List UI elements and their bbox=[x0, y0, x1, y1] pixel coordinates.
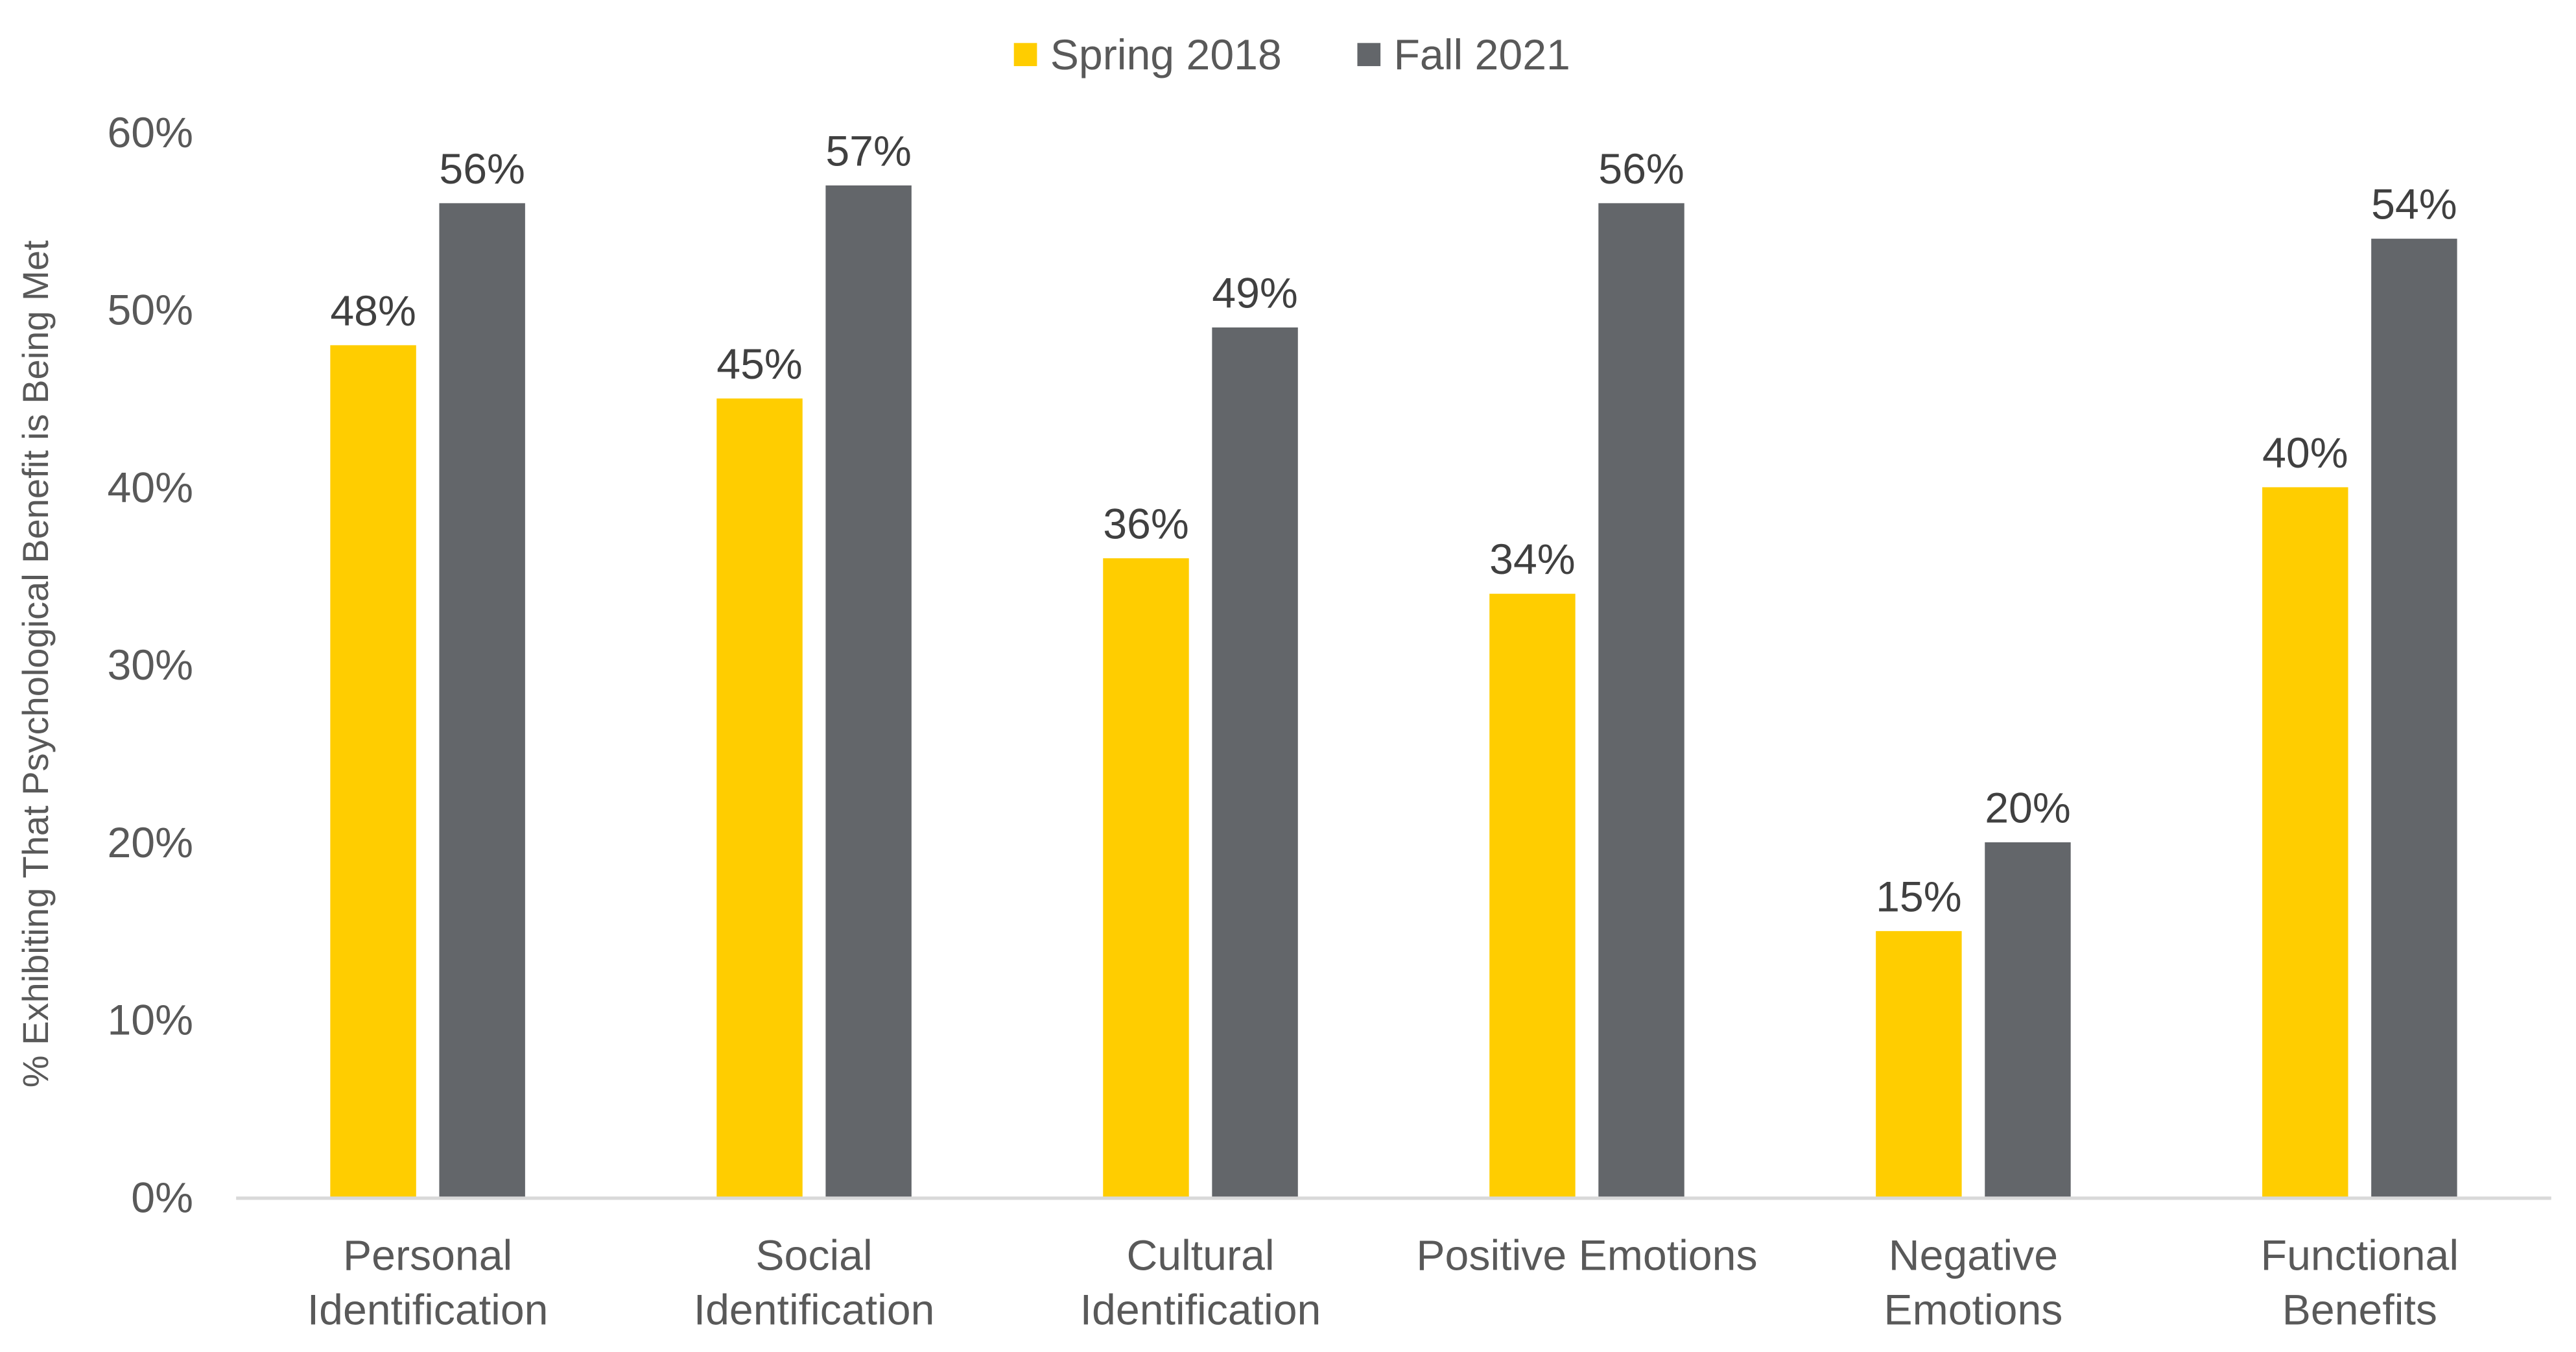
data-label: 34% bbox=[1489, 536, 1576, 584]
data-label: 48% bbox=[330, 287, 416, 335]
data-label: 56% bbox=[1598, 145, 1684, 193]
data-label: 15% bbox=[1876, 873, 1962, 921]
x-tick-label: Positive Emotions bbox=[1416, 1232, 1757, 1280]
legend-swatch bbox=[1013, 43, 1037, 66]
legend: Spring 2018 Fall 2021 bbox=[1013, 31, 1570, 79]
bar-spring-2018 bbox=[330, 345, 416, 1198]
data-label: 36% bbox=[1103, 500, 1189, 548]
y-axis-title: % Exhibiting That Psychological Benefit … bbox=[15, 240, 56, 1087]
x-tick-label: Identification bbox=[307, 1287, 549, 1334]
y-axis-ticks: 0% 10% 20% 30% 40% 50% 60% bbox=[107, 109, 193, 1222]
bar-spring-2018 bbox=[1489, 593, 1576, 1198]
legend-swatch bbox=[1357, 43, 1381, 66]
bars: 48% 56% 45% 57% 36% 49% 34% 56% 15% 20% 40% 54% bbox=[330, 127, 2457, 1198]
x-tick-label: Identification bbox=[1080, 1287, 1321, 1334]
x-tick-label: Personal bbox=[343, 1232, 512, 1280]
x-tick-label: Benefits bbox=[2282, 1287, 2437, 1334]
bar-fall-2021 bbox=[2371, 239, 2457, 1198]
data-label: 49% bbox=[1212, 269, 1298, 317]
x-tick-label: Cultural bbox=[1126, 1232, 1274, 1280]
bar-fall-2021 bbox=[1598, 203, 1684, 1198]
data-label: 56% bbox=[439, 145, 525, 193]
y-tick-label: 10% bbox=[107, 997, 193, 1045]
x-axis-labels: Personal Identification Social Identificati… bbox=[307, 1232, 2459, 1334]
legend-label: Fall 2021 bbox=[1393, 31, 1570, 79]
y-tick-label: 50% bbox=[107, 287, 193, 335]
bar-fall-2021 bbox=[439, 203, 525, 1198]
data-label: 57% bbox=[825, 127, 912, 175]
data-label: 54% bbox=[2371, 181, 2457, 229]
x-tick-label: Emotions bbox=[1884, 1287, 2062, 1334]
bar-fall-2021 bbox=[825, 185, 912, 1198]
bar-spring-2018 bbox=[2262, 487, 2348, 1198]
x-tick-label: Functional bbox=[2261, 1232, 2459, 1280]
x-tick-label: Identification bbox=[694, 1287, 935, 1334]
y-tick-label: 60% bbox=[107, 109, 193, 157]
legend-label: Spring 2018 bbox=[1050, 31, 1282, 79]
y-tick-label: 30% bbox=[107, 641, 193, 689]
data-label: 45% bbox=[716, 340, 803, 388]
bar-fall-2021 bbox=[1212, 327, 1298, 1198]
x-tick-label: Negative bbox=[1889, 1232, 2058, 1280]
data-label: 20% bbox=[1985, 784, 2071, 832]
y-tick-label: 20% bbox=[107, 819, 193, 867]
bar-spring-2018 bbox=[716, 398, 803, 1198]
bar-spring-2018 bbox=[1876, 931, 1962, 1198]
bar-fall-2021 bbox=[1985, 842, 2071, 1198]
y-tick-label: 0% bbox=[131, 1174, 193, 1222]
x-tick-label: Social bbox=[755, 1232, 872, 1280]
bar-spring-2018 bbox=[1103, 558, 1189, 1198]
data-label: 40% bbox=[2262, 429, 2348, 477]
y-tick-label: 40% bbox=[107, 464, 193, 512]
